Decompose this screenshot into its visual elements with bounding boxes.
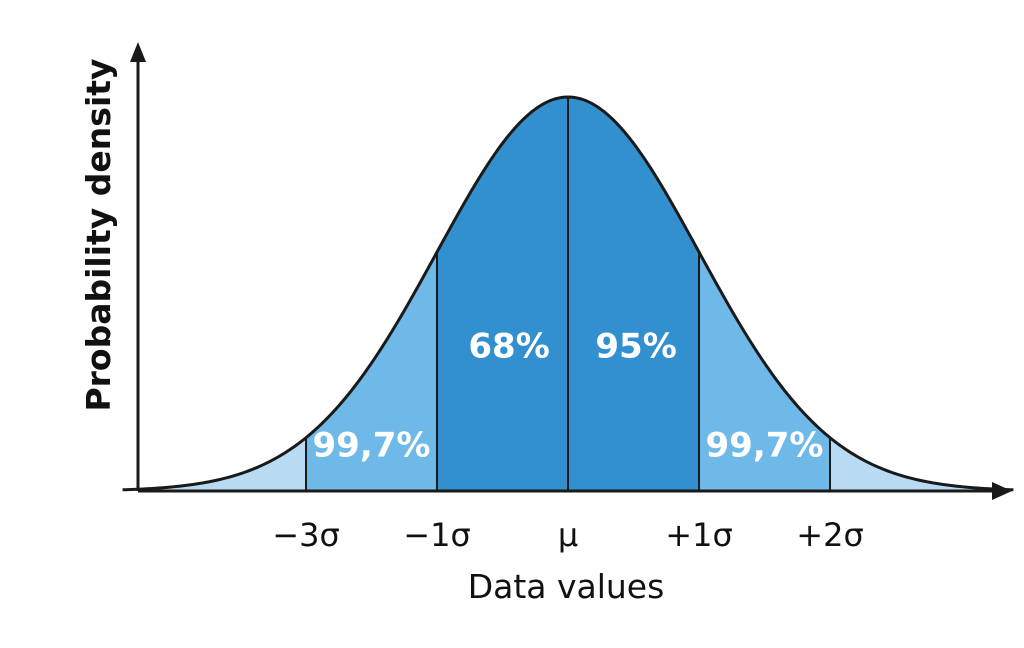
region-label-1: 95% xyxy=(595,327,676,367)
region-label-2: 99,7% xyxy=(313,425,431,465)
x-axis-arrow-icon xyxy=(992,482,1012,500)
tick-label-3: +1σ xyxy=(665,516,732,554)
region-label-3: 99,7% xyxy=(706,425,824,465)
region-5 xyxy=(830,437,1014,491)
tick-label-2: μ xyxy=(558,516,578,554)
region-label-0: 68% xyxy=(468,327,549,367)
density-curve xyxy=(122,95,1014,492)
x-axis-title: Data values xyxy=(468,567,665,606)
tick-label-0: −3σ xyxy=(272,516,339,554)
region-2 xyxy=(437,97,568,491)
tick-label-1: −1σ xyxy=(403,516,470,554)
y-axis-arrow-icon xyxy=(130,42,146,62)
axes xyxy=(130,42,1012,500)
x-tick-labels: −3σ −1σ μ +1σ +2σ xyxy=(272,516,863,554)
region-0 xyxy=(122,437,306,491)
region-labels: 68% 95% 99,7% 99,7% xyxy=(313,327,824,466)
y-axis-title: Probability density xyxy=(79,58,118,411)
region-3 xyxy=(568,97,699,491)
tick-label-4: +2σ xyxy=(796,516,863,554)
sigma-boundary-lines xyxy=(305,97,831,491)
